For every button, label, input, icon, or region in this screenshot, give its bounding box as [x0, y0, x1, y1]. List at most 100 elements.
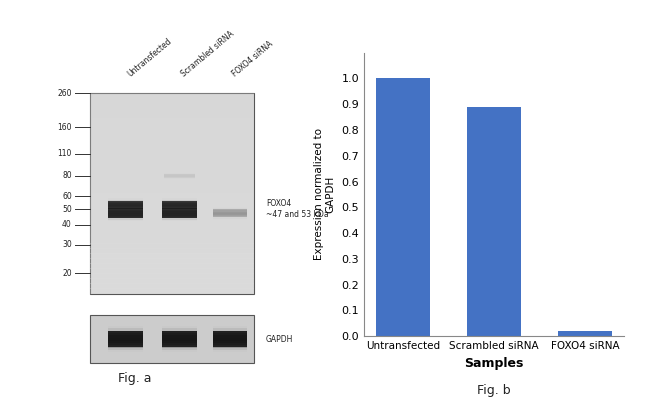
- Bar: [162, 331, 196, 347]
- Bar: [109, 340, 143, 350]
- Bar: [109, 335, 143, 345]
- Bar: [90, 183, 254, 188]
- Bar: [162, 202, 196, 207]
- Bar: [90, 248, 254, 254]
- Bar: [90, 163, 254, 168]
- Bar: [90, 178, 254, 183]
- Bar: [90, 133, 254, 138]
- Bar: [213, 215, 248, 220]
- Bar: [90, 138, 254, 143]
- Bar: [162, 201, 196, 206]
- Bar: [90, 98, 254, 103]
- Bar: [90, 283, 254, 289]
- Bar: [90, 113, 254, 118]
- Text: Fig. b: Fig. b: [477, 384, 511, 397]
- Bar: [162, 335, 196, 345]
- Bar: [213, 214, 248, 219]
- Bar: [164, 176, 195, 179]
- Bar: [109, 200, 143, 205]
- Bar: [90, 223, 254, 228]
- Bar: [109, 208, 143, 214]
- Bar: [90, 315, 254, 363]
- Text: Fig. a: Fig. a: [118, 372, 151, 385]
- Bar: [213, 209, 248, 217]
- Bar: [162, 204, 196, 209]
- Bar: [109, 333, 143, 343]
- Bar: [162, 207, 196, 211]
- Bar: [109, 213, 143, 218]
- Bar: [162, 340, 196, 350]
- Bar: [109, 326, 143, 336]
- Bar: [109, 204, 143, 209]
- Bar: [90, 148, 254, 153]
- Bar: [90, 108, 254, 113]
- Bar: [162, 209, 196, 218]
- Bar: [109, 328, 143, 338]
- Bar: [90, 268, 254, 274]
- Bar: [162, 331, 196, 341]
- Bar: [162, 198, 196, 203]
- Bar: [164, 174, 195, 176]
- Text: FOXO4
~47 and 53 kDa: FOXO4 ~47 and 53 kDa: [266, 199, 329, 219]
- Bar: [90, 208, 254, 213]
- Text: GAPDH: GAPDH: [266, 335, 294, 344]
- Bar: [109, 201, 143, 206]
- Bar: [162, 208, 196, 214]
- Bar: [109, 203, 143, 208]
- Bar: [558, 331, 612, 336]
- Bar: [109, 202, 143, 207]
- Y-axis label: Expression normalized to
GAPDH: Expression normalized to GAPDH: [314, 128, 336, 260]
- Bar: [90, 228, 254, 233]
- Bar: [90, 168, 254, 173]
- Text: Untransfected: Untransfected: [125, 36, 173, 79]
- Text: 110: 110: [57, 149, 72, 158]
- Bar: [109, 207, 143, 211]
- Bar: [90, 233, 254, 239]
- Bar: [162, 214, 196, 220]
- Bar: [90, 243, 254, 249]
- Bar: [162, 328, 196, 338]
- Bar: [90, 193, 254, 198]
- Bar: [90, 123, 254, 128]
- Text: 50: 50: [62, 205, 72, 213]
- Bar: [90, 253, 254, 258]
- Bar: [109, 331, 143, 347]
- Text: Scrambled siRNA: Scrambled siRNA: [179, 29, 236, 79]
- Bar: [162, 203, 196, 208]
- Bar: [213, 331, 248, 347]
- Bar: [162, 333, 196, 343]
- Text: 80: 80: [62, 171, 72, 181]
- Text: 60: 60: [62, 192, 72, 201]
- Bar: [213, 207, 248, 212]
- Bar: [109, 331, 143, 341]
- Bar: [162, 211, 196, 217]
- Bar: [376, 79, 430, 336]
- Bar: [90, 238, 254, 243]
- X-axis label: Samples: Samples: [464, 356, 524, 370]
- Bar: [90, 173, 254, 178]
- Bar: [162, 210, 196, 215]
- Bar: [90, 128, 254, 133]
- Bar: [164, 173, 195, 175]
- Bar: [90, 103, 254, 108]
- Bar: [213, 208, 248, 213]
- Bar: [90, 153, 254, 158]
- Bar: [213, 333, 248, 343]
- Bar: [162, 213, 196, 218]
- Text: 40: 40: [62, 220, 72, 229]
- Bar: [109, 209, 143, 218]
- Bar: [90, 118, 254, 123]
- Bar: [164, 174, 195, 178]
- Bar: [164, 176, 195, 178]
- Text: 160: 160: [57, 123, 72, 132]
- Bar: [162, 215, 196, 221]
- Bar: [109, 338, 143, 347]
- Bar: [109, 211, 143, 217]
- Bar: [213, 209, 248, 214]
- Bar: [213, 211, 248, 216]
- Bar: [90, 288, 254, 294]
- Bar: [90, 213, 254, 218]
- Bar: [90, 263, 254, 269]
- Bar: [90, 143, 254, 148]
- Bar: [109, 205, 143, 210]
